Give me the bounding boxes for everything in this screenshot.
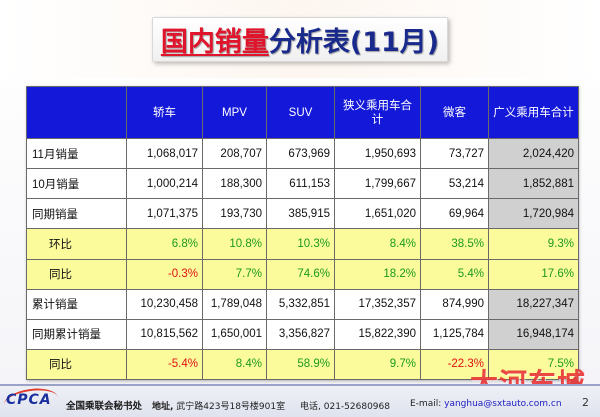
table-row: 10月销量 1,000,214 188,300 611,153 1,799,667 53,…	[26, 168, 579, 200]
cell-minivan: 53,214	[420, 168, 489, 200]
table-row: 同比 -0.3% 7.7% 74.6% 18.2% 5.4% 17.6%	[26, 258, 579, 290]
header-cell-suv: SUV	[266, 86, 335, 139]
cell-mpv: 193,730	[202, 198, 267, 230]
cell-minivan: 5.4%	[420, 258, 489, 290]
association-name: 全国乘联会秘书处	[66, 401, 143, 412]
phone-line: 电话, 021-52680968	[300, 399, 390, 412]
page-number: 2	[582, 396, 589, 409]
cpca-logo: CPCA	[6, 392, 52, 408]
header-cell-mpv: MPV	[202, 86, 267, 139]
cell-mpv: 208,707	[202, 137, 267, 170]
cell-suv: 74.6%	[266, 258, 335, 290]
up-arrow-icon	[568, 376, 582, 385]
cell-broad-total: 2,024,420	[488, 137, 579, 170]
header-cell-minivan: 微客	[420, 86, 489, 139]
cell-sedan: 10,815,562	[126, 318, 203, 350]
email-link[interactable]: yanghua@sxtauto.com.cn	[444, 399, 562, 409]
table-header-row: 轿车 MPV SUV 狭义乘用车合计 微客 广义乘用车合计	[26, 86, 579, 139]
sales-table-container: 轿车 MPV SUV 狭义乘用车合计 微客 广义乘用车合计 11月销量 1,068…	[26, 86, 579, 381]
cell-minivan: 73,727	[420, 137, 489, 170]
cell-mpv: 1,789,048	[202, 288, 267, 320]
cell-broad-total: 18,227,347	[488, 288, 579, 320]
row-label: 同比	[26, 258, 127, 290]
title-blue-part: 分析表(11月)	[268, 26, 440, 58]
address-label: 地址,	[152, 402, 174, 412]
header-cell-corner	[26, 86, 127, 139]
cell-minivan: 69,964	[420, 198, 489, 230]
cell-broad-total: 17.6%	[488, 258, 579, 290]
title-red-part: 国内销量	[160, 26, 269, 58]
row-label: 环比	[26, 228, 127, 260]
phone-label: 电话,	[300, 402, 321, 412]
cell-narrow-total: 1,799,667	[334, 168, 421, 200]
cell-sedan: 10,230,458	[126, 288, 203, 320]
header-cell-narrow-total: 狭义乘用车合计	[334, 86, 421, 139]
cell-sedan: 1,071,375	[126, 198, 203, 230]
cell-broad-total: 1,720,984	[488, 198, 579, 230]
cell-suv: 58.9%	[266, 348, 335, 381]
cell-narrow-total: 18.2%	[334, 258, 421, 290]
cell-narrow-total: 9.7%	[334, 348, 421, 381]
cell-sedan: 6.8%	[126, 228, 203, 260]
email-line: E-mail: yanghua@sxtauto.com.cn	[410, 399, 562, 409]
table-row: 同比 -5.4% 8.4% 58.9% 9.7% -22.3% 7.5%	[26, 348, 579, 381]
cell-suv: 673,969	[266, 137, 335, 170]
cell-suv: 5,332,851	[266, 288, 335, 320]
cell-minivan: 1,125,784	[420, 318, 489, 350]
phone-value: 021-52680968	[323, 402, 390, 412]
title-box: 国内销量 分析表(11月)	[151, 16, 449, 62]
cell-suv: 3,356,827	[266, 318, 335, 350]
page-title: 国内销量 分析表(11月)	[0, 14, 600, 64]
cell-minivan: 38.5%	[420, 228, 489, 260]
cell-narrow-total: 8.4%	[334, 228, 421, 260]
table-body: 11月销量 1,068,017 208,707 673,969 1,950,693 73,…	[26, 137, 579, 381]
header-cell-broad-total: 广义乘用车合计	[488, 86, 579, 139]
cell-suv: 611,153	[266, 168, 335, 200]
cell-narrow-total: 17,352,357	[334, 288, 421, 320]
row-label: 同期销量	[26, 198, 127, 230]
cell-mpv: 7.7%	[202, 258, 267, 290]
cell-mpv: 8.4%	[202, 348, 267, 381]
cell-suv: 10.3%	[266, 228, 335, 260]
cell-mpv: 10.8%	[202, 228, 267, 260]
table-row: 累计销量 10,230,458 1,789,048 5,332,851 17,352,3…	[26, 288, 579, 320]
cell-broad-total: 9.3%	[488, 228, 579, 260]
cell-narrow-total: 1,950,693	[334, 137, 421, 170]
sales-table: 轿车 MPV SUV 狭义乘用车合计 微客 广义乘用车合计 11月销量 1,068…	[26, 86, 579, 381]
cell-mpv: 1,650,001	[202, 318, 267, 350]
cell-minivan: 874,990	[420, 288, 489, 320]
row-label: 10月销量	[26, 168, 127, 200]
cell-mpv: 188,300	[202, 168, 267, 200]
table-row: 同期累计销量 10,815,562 1,650,001 3,356,827 15,822…	[26, 318, 579, 350]
cell-minivan: -22.3%	[420, 348, 489, 381]
row-label: 累计销量	[26, 288, 127, 320]
cell-broad-total: 7.5%	[488, 348, 579, 381]
cell-narrow-total: 1,651,020	[334, 198, 421, 230]
table-row: 环比 6.8% 10.8% 10.3% 8.4% 38.5% 9.3%	[26, 228, 579, 260]
footer-bar: CPCA 全国乘联会秘书处 地址, 武宁路423号18号楼901室 电话, 02…	[0, 384, 600, 417]
cell-broad-total: 16,948,174	[488, 318, 579, 350]
cell-narrow-total: 15,822,390	[334, 318, 421, 350]
address-value: 武宁路423号18号楼901室	[176, 402, 286, 412]
header-cell-sedan: 轿车	[126, 86, 203, 139]
cell-suv: 385,915	[266, 198, 335, 230]
cell-sedan: 1,068,017	[126, 137, 203, 170]
cell-sedan: 1,000,214	[126, 168, 203, 200]
cell-broad-total: 1,852,881	[488, 168, 579, 200]
row-label: 同期累计销量	[26, 318, 127, 350]
row-label: 11月销量	[26, 137, 127, 170]
table-row: 11月销量 1,068,017 208,707 673,969 1,950,693 73,…	[26, 137, 579, 170]
email-label: E-mail:	[410, 399, 442, 409]
table-row: 同期销量 1,071,375 193,730 385,915 1,651,020 69,9…	[26, 198, 579, 230]
cell-sedan: -5.4%	[126, 348, 203, 381]
row-label: 同比	[26, 348, 127, 381]
address-line: 地址, 武宁路423号18号楼901室	[152, 399, 285, 412]
cell-sedan: -0.3%	[126, 258, 203, 290]
